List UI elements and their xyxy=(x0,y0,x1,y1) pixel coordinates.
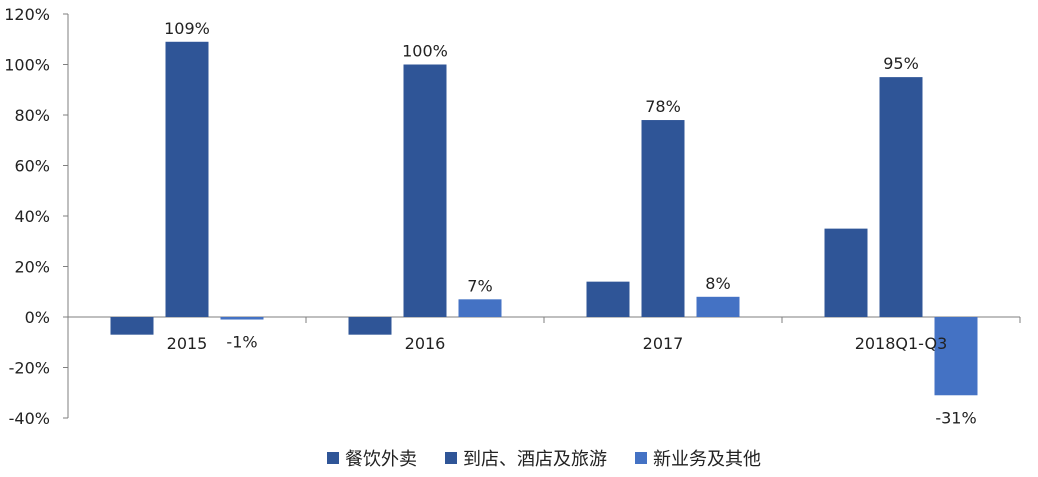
bar xyxy=(824,228,868,317)
legend-item-instore-hotel-travel: 到店、酒店及旅游 xyxy=(445,445,607,471)
legend-item-new-business: 新业务及其他 xyxy=(635,445,761,471)
data-label: 8% xyxy=(705,274,730,293)
legend-item-food-delivery: 餐饮外卖 xyxy=(327,445,417,471)
bar xyxy=(403,64,447,317)
bar xyxy=(586,281,630,317)
bar xyxy=(165,41,209,318)
data-label: 78% xyxy=(645,97,681,116)
bar xyxy=(696,296,740,317)
bar xyxy=(934,317,978,396)
y-tick-label: -40% xyxy=(9,409,50,428)
legend-swatch-new-business xyxy=(635,452,647,464)
legend: 餐饮外卖 到店、酒店及旅游 新业务及其他 xyxy=(327,443,761,473)
x-category-label: 2018Q1-Q3 xyxy=(855,334,948,353)
y-tick-label: 60% xyxy=(14,157,50,176)
x-category-label: 2016 xyxy=(405,334,446,353)
data-label: -31% xyxy=(935,408,976,427)
bar xyxy=(641,120,685,317)
y-tick-label: 80% xyxy=(14,106,50,125)
y-tick-label: 20% xyxy=(14,258,50,277)
data-label: 109% xyxy=(164,19,210,38)
x-category-label: 2017 xyxy=(643,334,684,353)
data-label: 100% xyxy=(402,42,448,61)
legend-swatch-food-delivery xyxy=(327,452,339,464)
y-tick-label: 40% xyxy=(14,207,50,226)
data-label: 7% xyxy=(467,276,492,295)
data-label: -1% xyxy=(226,333,257,352)
y-tick-label: 120% xyxy=(4,5,50,24)
y-tick-label: -20% xyxy=(9,359,50,378)
bar xyxy=(220,317,264,320)
data-label: 95% xyxy=(883,54,919,73)
legend-label-food-delivery: 餐饮外卖 xyxy=(345,449,417,470)
y-tick-label: 100% xyxy=(4,56,50,75)
bar xyxy=(879,77,923,317)
bar xyxy=(458,299,502,317)
y-tick-label: 0% xyxy=(25,308,50,327)
legend-swatch-instore-hotel-travel xyxy=(445,452,457,464)
bar xyxy=(348,317,392,335)
legend-label-instore-hotel-travel: 到店、酒店及旅游 xyxy=(463,449,607,470)
x-category-label: 2015 xyxy=(167,334,208,353)
bar xyxy=(110,317,154,335)
legend-label-new-business: 新业务及其他 xyxy=(653,449,761,470)
